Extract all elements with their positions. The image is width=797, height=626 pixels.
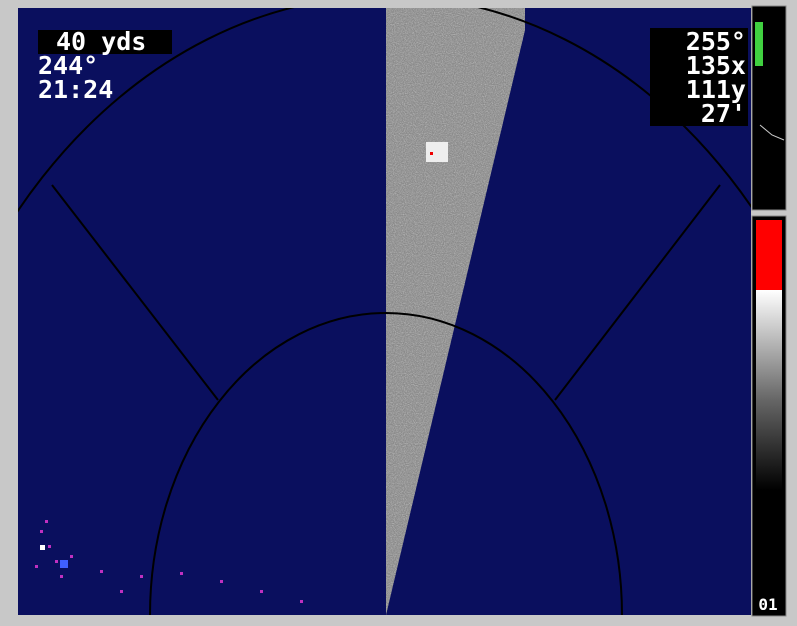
- level-bar: [755, 22, 763, 66]
- scale-red: [756, 220, 782, 290]
- y-position: 111y: [686, 75, 746, 104]
- scale-label: 01: [758, 595, 777, 614]
- scale-gradient: [756, 290, 782, 490]
- range-label: 40 yds: [56, 27, 146, 56]
- heading-right: 255°: [686, 27, 746, 56]
- sonar-panel: [18, 8, 751, 615]
- heading-left: 244°: [38, 51, 98, 80]
- clutter: [35, 520, 303, 603]
- target: [426, 142, 448, 162]
- depth-label: 27': [701, 99, 746, 128]
- readout-box: [38, 30, 172, 54]
- trace: [759, 124, 785, 141]
- time-label: 21:24: [38, 75, 113, 104]
- target-center: [430, 152, 433, 155]
- x-position: 135x: [686, 51, 746, 80]
- readout-box: [650, 28, 748, 126]
- scan-noise: [386, 8, 525, 615]
